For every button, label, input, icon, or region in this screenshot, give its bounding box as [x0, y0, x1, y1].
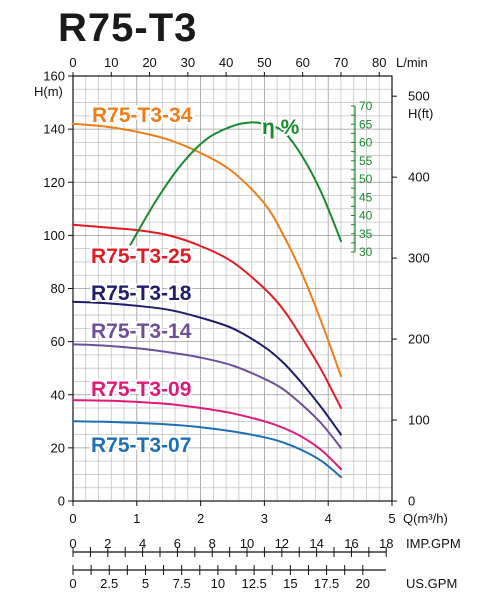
h-ft-tick-label: 200	[408, 332, 430, 347]
lpm-tick-label: 30	[181, 55, 195, 70]
head-curve-r75-t3-14	[72, 343, 342, 449]
us-tick-label: 7.5	[173, 576, 191, 591]
lpm-tick-label: 70	[334, 55, 348, 70]
h-m-tick-label: 140	[43, 122, 65, 137]
eff-tick-label: 65	[359, 117, 373, 131]
us-tick-label: 12.5	[241, 576, 266, 591]
h-m-tick-label: 120	[43, 175, 65, 190]
us-tick-label: 17.5	[314, 576, 339, 591]
lpm-tick-label: 10	[104, 55, 118, 70]
series-label-r75-t3-07: R75-T3-07	[91, 434, 191, 457]
h-m-tick-label: 80	[51, 281, 65, 296]
eff-tick-label: 40	[359, 209, 373, 223]
imp-tick-label: 0	[69, 536, 76, 551]
imp-tick-label: 12	[275, 536, 289, 551]
h-ft-tick-label: 100	[408, 413, 430, 428]
lpm-tick-label: 80	[372, 55, 386, 70]
chart-title: R75-T3	[58, 6, 198, 50]
chart-series	[72, 121, 342, 479]
imp-axis-label: IMP.GPM	[406, 536, 461, 551]
head-curve-r75-t3-07	[72, 420, 342, 479]
eff-tick-label: 55	[359, 154, 373, 168]
lpm-tick-label: 0	[69, 55, 76, 70]
lpm-tick-label: 60	[295, 55, 309, 70]
h-ft-tick-label: 400	[408, 170, 430, 185]
imp-tick-label: 18	[379, 536, 393, 551]
us-tick-label: 20	[356, 576, 370, 591]
eff-tick-label: 60	[359, 136, 373, 150]
q-tick-label: 1	[133, 511, 140, 526]
series-label-r75-t3-14: R75-T3-14	[91, 320, 192, 343]
chart-axes: 020406080100120140160H(m)010020030040050…	[34, 55, 461, 591]
q-tick-label: 3	[261, 511, 268, 526]
chart-labels: R75-T3-34 R75-T3-25 R75-T3-18 R75-T3-14 R75-…	[89, 102, 302, 459]
series-label-r75-t3-18: R75-T3-18	[91, 282, 192, 305]
imp-tick-label: 2	[104, 536, 111, 551]
q-tick-label: 5	[388, 511, 395, 526]
eff-tick-label: 50	[359, 172, 373, 186]
imp-tick-label: 8	[209, 536, 216, 551]
lpm-tick-label: 20	[142, 55, 156, 70]
eff-tick-label: 70	[359, 99, 373, 113]
q-tick-label: 0	[69, 511, 76, 526]
head-curve-r75-t3-09	[72, 399, 342, 471]
lpm-tick-label: 40	[219, 55, 233, 70]
us-tick-label: 2.5	[100, 576, 118, 591]
head-curve-r75-t3-18	[72, 300, 342, 436]
imp-tick-label: 10	[240, 536, 254, 551]
head-curve-r75-t3-34	[72, 122, 342, 378]
h-ft-tick-label: 500	[408, 89, 430, 104]
lpm-axis-label: L/min	[396, 55, 428, 70]
eff-tick-label: 35	[359, 227, 373, 241]
eff-tick-label: 30	[359, 245, 373, 259]
q-axis-label: Q(m³/h)	[403, 511, 448, 526]
h-m-tick-label: 60	[51, 334, 65, 349]
us-axis-label: US.GPM	[406, 576, 457, 591]
efficiency-curve	[129, 121, 342, 246]
series-label-r75-t3-34: R75-T3-34	[92, 104, 193, 127]
h-m-tick-label: 20	[51, 440, 65, 455]
us-tick-label: 0	[69, 576, 76, 591]
series-label-r75-t3-09: R75-T3-09	[91, 378, 191, 401]
head-curve-r75-t3-25	[72, 223, 342, 409]
us-tick-label: 15	[283, 576, 297, 591]
efficiency-label: η %	[262, 116, 300, 139]
h-m-axis-label: H(m)	[34, 84, 63, 99]
h-m-tick-label: 40	[51, 387, 65, 402]
eff-tick-label: 45	[359, 190, 373, 204]
q-tick-label: 4	[325, 511, 332, 526]
h-ft-tick-label: 300	[408, 251, 430, 266]
q-tick-label: 2	[197, 511, 204, 526]
h-ft-axis-label: H(ft)	[408, 106, 433, 121]
h-m-tick-label: 0	[58, 494, 65, 509]
us-tick-label: 10	[211, 576, 225, 591]
imp-tick-label: 16	[344, 536, 358, 551]
imp-tick-label: 4	[139, 536, 146, 551]
series-label-r75-t3-25: R75-T3-25	[91, 245, 192, 268]
h-ft-tick-label: 0	[408, 494, 415, 509]
us-tick-label: 5	[142, 576, 149, 591]
imp-tick-label: 6	[174, 536, 181, 551]
imp-tick-label: 14	[309, 536, 323, 551]
h-m-tick-label: 160	[43, 69, 65, 84]
lpm-tick-label: 50	[257, 55, 271, 70]
h-m-tick-label: 100	[43, 228, 65, 243]
